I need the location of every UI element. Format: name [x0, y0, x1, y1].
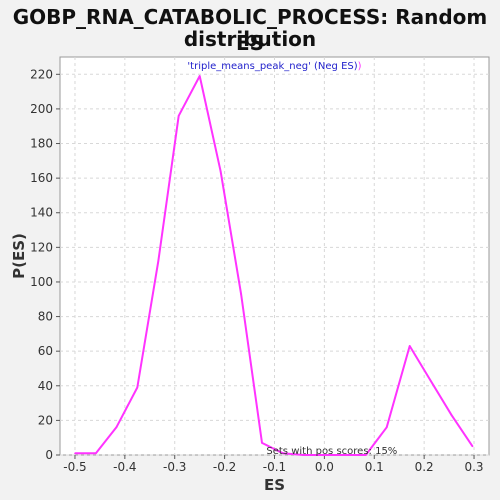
series-point — [157, 260, 160, 262]
x-tick-label: -0.3 — [163, 460, 186, 474]
y-tick-label: 20 — [38, 413, 53, 427]
series-point — [219, 170, 222, 173]
y-tick-label: 140 — [30, 206, 53, 220]
y-tick-label: 100 — [30, 275, 53, 289]
x-axis-title: ES — [264, 476, 285, 494]
y-tick-label: 120 — [30, 240, 53, 254]
y-tick-label: 60 — [38, 344, 53, 358]
legend-suffix: ) — [358, 61, 362, 72]
series-point — [198, 75, 201, 77]
series-point — [136, 386, 139, 389]
axes: -0.5 -0.4 -0.3 -0.2 -0.1 0.0 0.1 0.2 0.3 0 20 40 60 8… — [30, 67, 483, 474]
series-point — [282, 452, 284, 455]
series-point — [344, 454, 347, 456]
series-layer — [74, 75, 474, 456]
series-point — [74, 452, 76, 455]
series-point — [385, 426, 388, 429]
grid-lines — [60, 57, 489, 456]
y-axis-title: P(ES) — [10, 233, 28, 279]
x-tick-label: -0.4 — [113, 460, 136, 474]
series-point — [408, 345, 411, 347]
series-point — [450, 414, 453, 417]
x-tick-label: 0.3 — [464, 460, 483, 474]
chart-title-line-2: distribution — [183, 27, 317, 51]
y-tick-label: 0 — [45, 448, 53, 462]
x-tick-label: -0.1 — [263, 460, 286, 474]
series-point — [471, 445, 474, 448]
x-tick-label: -0.2 — [213, 460, 236, 474]
series-point — [177, 115, 180, 117]
series-point — [364, 454, 367, 456]
x-tick-label: 0.2 — [415, 460, 434, 474]
series-point — [240, 293, 242, 295]
chart-title-line-1: GOBP_RNA_CATABOLIC_PROCESS: Random ES — [12, 5, 488, 55]
series-line — [75, 75, 474, 456]
series-point — [261, 442, 263, 444]
y-tick-label: 160 — [30, 171, 53, 185]
series-point — [323, 454, 326, 456]
x-tick-label: 0.0 — [315, 460, 334, 474]
legend: 'triple_means_peak_neg' (Neg ES)) — [187, 61, 361, 72]
legend-label: 'triple_means_peak_neg' (Neg ES) — [187, 61, 357, 72]
y-tick-label: 200 — [30, 102, 53, 116]
y-tick-label: 180 — [30, 137, 53, 151]
x-tick-label: -0.5 — [63, 460, 86, 474]
series-point — [115, 426, 118, 429]
y-tick-label: 40 — [38, 379, 53, 393]
y-tick-label: 220 — [30, 67, 53, 81]
x-tick-label: 0.1 — [365, 460, 384, 474]
series-point — [302, 454, 305, 456]
pos-scores-note: Sets with pos scores: 15% — [266, 446, 397, 457]
y-tick-label: 80 — [38, 310, 53, 324]
series-point — [95, 452, 97, 455]
series-point — [429, 379, 432, 382]
